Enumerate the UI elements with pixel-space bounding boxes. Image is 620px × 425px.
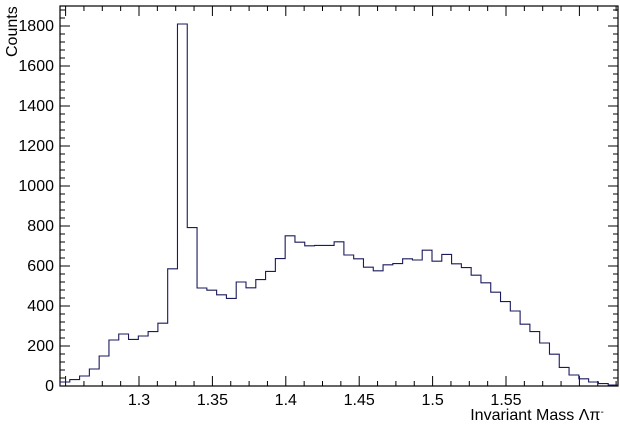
svg-text:800: 800: [27, 218, 54, 235]
svg-text:200: 200: [27, 338, 54, 355]
svg-text:1600: 1600: [18, 58, 54, 75]
svg-text:1800: 1800: [18, 18, 54, 35]
svg-text:1.5: 1.5: [421, 392, 443, 409]
svg-text:Invariant Mass Λπ-: Invariant Mass Λπ-: [470, 407, 604, 425]
svg-text:1000: 1000: [18, 178, 54, 195]
svg-text:400: 400: [27, 298, 54, 315]
svg-text:0: 0: [45, 378, 54, 395]
svg-text:1400: 1400: [18, 98, 54, 115]
svg-text:1.45: 1.45: [344, 392, 375, 409]
svg-text:1.3: 1.3: [128, 392, 150, 409]
svg-text:1200: 1200: [18, 138, 54, 155]
svg-text:1.4: 1.4: [275, 392, 297, 409]
svg-text:Counts: Counts: [4, 6, 21, 57]
svg-text:600: 600: [27, 258, 54, 275]
svg-text:1.35: 1.35: [197, 392, 228, 409]
